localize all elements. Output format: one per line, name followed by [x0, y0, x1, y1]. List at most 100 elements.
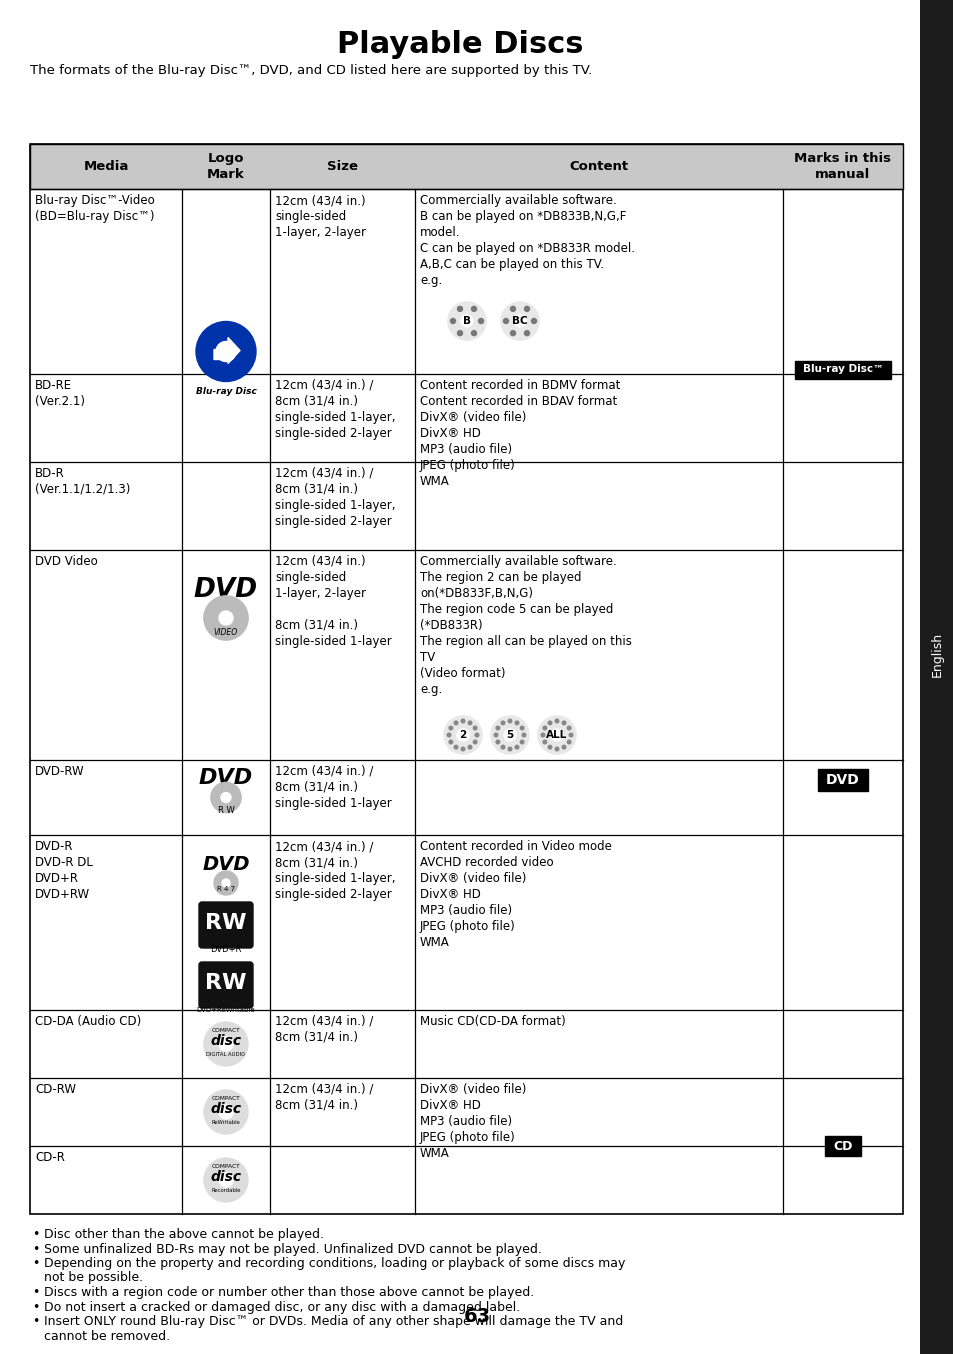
Circle shape	[219, 1037, 233, 1051]
Text: Playable Discs: Playable Discs	[336, 30, 582, 60]
Bar	[30, 375, 902, 462]
Circle shape	[468, 722, 472, 724]
Text: 12cm (43/4 in.)
single-sided
1-layer, 2-layer

8cm (31/4 in.)
single-sided 1-lay: 12cm (43/4 in.) single-sided 1-layer, 2-…	[274, 555, 392, 649]
Text: Do not insert a cracked or damaged disc, or any disc with a damaged label.: Do not insert a cracked or damaged disc,…	[44, 1300, 519, 1313]
Circle shape	[551, 728, 562, 741]
Text: Content recorded in Video mode
AVCHD recorded video
DivX® (video file)
DivX® HD
: Content recorded in Video mode AVCHD rec…	[419, 839, 611, 949]
Bar	[30, 1010, 902, 1078]
Circle shape	[524, 330, 529, 336]
Circle shape	[567, 741, 570, 743]
Text: DVD Video: DVD Video	[35, 555, 97, 567]
Circle shape	[542, 726, 546, 730]
Text: R 4 7: R 4 7	[216, 886, 234, 892]
Text: 12cm (43/4 in.) /
8cm (31/4 in.)
single-sided 1-layer,
single-sided 2-layer: 12cm (43/4 in.) / 8cm (31/4 in.) single-…	[274, 379, 395, 440]
Circle shape	[460, 719, 464, 723]
Text: COMPACT: COMPACT	[212, 1029, 240, 1033]
Circle shape	[569, 734, 572, 737]
Circle shape	[460, 747, 464, 751]
Bar	[30, 1147, 902, 1213]
Text: Commercially available software.
The region 2 can be played
on(*DB833F,B,N,G)
Th: Commercially available software. The reg…	[419, 555, 631, 696]
Circle shape	[508, 719, 511, 723]
Bar	[30, 761, 902, 834]
Text: DVD: DVD	[825, 773, 859, 787]
Text: disc: disc	[211, 1034, 241, 1048]
Circle shape	[195, 321, 255, 382]
Circle shape	[443, 716, 481, 754]
Circle shape	[219, 611, 233, 626]
Text: ALL: ALL	[546, 730, 567, 741]
Text: Some unfinalized BD-Rs may not be played. Unfinalized DVD cannot be played.: Some unfinalized BD-Rs may not be played…	[44, 1243, 541, 1255]
Circle shape	[503, 728, 516, 741]
Text: English: English	[929, 631, 943, 677]
Text: Content recorded in BDMV format
Content recorded in BDAV format
DivX® (video fil: Content recorded in BDMV format Content …	[419, 379, 619, 487]
Circle shape	[500, 722, 504, 724]
Bar	[30, 1079, 902, 1145]
Text: B: B	[462, 315, 471, 326]
Bar	[30, 144, 902, 1215]
Text: 12cm (43/4 in.)
single-sided
1-layer, 2-layer: 12cm (43/4 in.) single-sided 1-layer, 2-…	[274, 194, 366, 240]
Circle shape	[494, 734, 497, 737]
Circle shape	[521, 734, 525, 737]
Text: Commercially available software.
B can be played on *DB833B,N,G,F
model.
C can b: Commercially available software. B can b…	[419, 194, 635, 287]
Circle shape	[211, 783, 241, 812]
Circle shape	[510, 306, 515, 311]
Circle shape	[555, 719, 558, 723]
Circle shape	[519, 726, 523, 730]
Text: DVD+ReWritable: DVD+ReWritable	[196, 1007, 255, 1013]
Text: BC: BC	[512, 315, 527, 326]
Text: Blu-ray Disc™-Video
(BD=Blu-ray Disc™): Blu-ray Disc™-Video (BD=Blu-ray Disc™)	[35, 194, 154, 223]
Text: 12cm (43/4 in.) /
8cm (31/4 in.): 12cm (43/4 in.) / 8cm (31/4 in.)	[274, 1083, 373, 1112]
Circle shape	[460, 315, 473, 328]
Circle shape	[478, 318, 483, 324]
Bar	[30, 835, 902, 1010]
Text: Disc other than the above cannot be played.: Disc other than the above cannot be play…	[44, 1228, 324, 1242]
Circle shape	[508, 747, 511, 751]
Text: DivX® (video file)
DivX® HD
MP3 (audio file)
JPEG (photo file)
WMA: DivX® (video file) DivX® HD MP3 (audio f…	[419, 1083, 526, 1160]
Text: Depending on the property and recording conditions, loading or playback of some : Depending on the property and recording …	[44, 1257, 625, 1270]
Text: •: •	[32, 1257, 39, 1270]
Circle shape	[457, 306, 462, 311]
Circle shape	[204, 1022, 248, 1066]
Text: Discs with a region code or number other than those above cannot be played.: Discs with a region code or number other…	[44, 1286, 534, 1298]
Text: •: •	[32, 1315, 39, 1328]
Text: COMPACT: COMPACT	[212, 1097, 240, 1102]
Circle shape	[457, 330, 462, 336]
Circle shape	[204, 1090, 248, 1135]
Bar	[824, 1136, 861, 1156]
Circle shape	[561, 722, 565, 724]
Text: DVD: DVD	[198, 768, 253, 788]
Circle shape	[500, 302, 538, 340]
FancyBboxPatch shape	[199, 961, 253, 1007]
Text: 12cm (43/4 in.) /
8cm (31/4 in.)
single-sided 1-layer,
single-sided 2-layer: 12cm (43/4 in.) / 8cm (31/4 in.) single-…	[274, 467, 395, 528]
Text: BD-RE
(Ver.2.1): BD-RE (Ver.2.1)	[35, 379, 85, 408]
Text: 2: 2	[459, 730, 466, 741]
Text: BD-R
(Ver.1.1/1.2/1.3): BD-R (Ver.1.1/1.2/1.3)	[35, 467, 131, 496]
Text: The formats of the Blu-ray Disc™, DVD, and CD listed here are supported by this : The formats of the Blu-ray Disc™, DVD, a…	[30, 64, 592, 77]
Text: Blu-ray Disc™: Blu-ray Disc™	[801, 364, 882, 375]
Bar	[919, 0, 953, 1354]
Text: 5: 5	[506, 730, 513, 741]
Circle shape	[222, 879, 230, 887]
Circle shape	[447, 734, 451, 737]
Bar	[30, 144, 902, 190]
Text: •: •	[32, 1243, 39, 1255]
Circle shape	[515, 745, 518, 749]
Circle shape	[567, 726, 570, 730]
Text: CD-DA (Audio CD): CD-DA (Audio CD)	[35, 1016, 141, 1028]
FancyBboxPatch shape	[199, 902, 253, 948]
Text: CD: CD	[832, 1140, 852, 1152]
Text: disc: disc	[211, 1102, 241, 1116]
Bar	[794, 360, 890, 379]
Circle shape	[542, 741, 546, 743]
Text: DVD: DVD	[202, 856, 250, 875]
Circle shape	[510, 330, 515, 336]
Circle shape	[215, 341, 235, 362]
Text: 63: 63	[463, 1307, 490, 1326]
Text: 12cm (43/4 in.) /
8cm (31/4 in.)
single-sided 1-layer: 12cm (43/4 in.) / 8cm (31/4 in.) single-…	[274, 765, 392, 810]
Circle shape	[450, 318, 455, 324]
Text: not be possible.: not be possible.	[44, 1271, 143, 1285]
Text: CD-R: CD-R	[35, 1151, 65, 1164]
Circle shape	[519, 741, 523, 743]
Bar	[30, 551, 902, 760]
Circle shape	[219, 1105, 233, 1118]
